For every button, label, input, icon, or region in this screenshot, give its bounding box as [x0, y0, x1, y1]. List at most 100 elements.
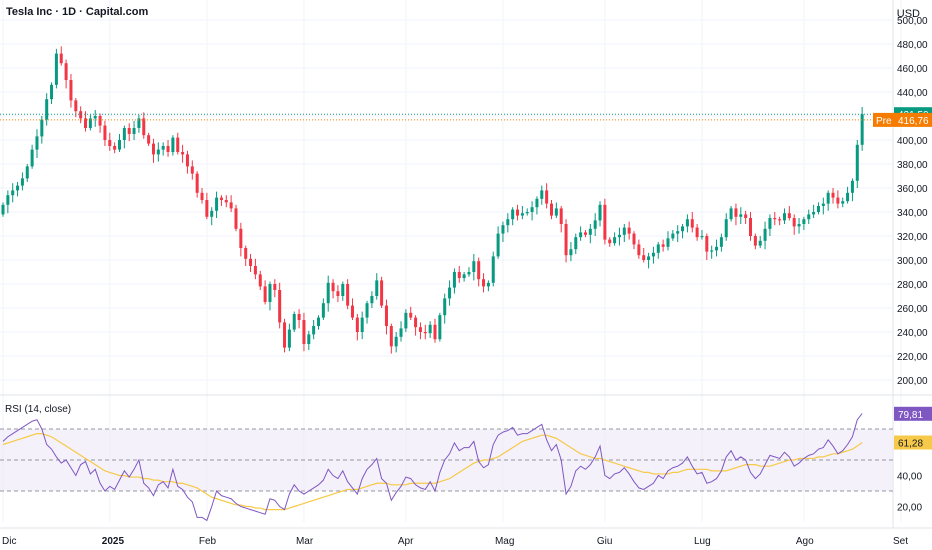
time-tick-label: Feb [199, 536, 217, 547]
candle-body [380, 280, 384, 306]
candle-body [516, 209, 520, 216]
price-tick-label: 220,00 [897, 352, 928, 363]
time-tick-label: Ago [796, 536, 814, 547]
candle-body [283, 322, 287, 348]
candle-body [394, 336, 398, 347]
candle-body [690, 219, 694, 228]
candle-body [477, 261, 481, 280]
rsi-indicator-label[interactable]: RSI (14, close) [5, 404, 72, 415]
candle-body [54, 53, 58, 85]
price-tick-label: 200,00 [897, 376, 928, 387]
candle-body [676, 231, 680, 234]
candle-body [715, 246, 719, 251]
time-axis: Dic 2025 Feb Mar Apr Mag Giu Lug Ago Set [0, 527, 932, 547]
candle-body [404, 312, 408, 329]
candle-body [181, 152, 185, 155]
price-tick-label: 320,00 [897, 232, 928, 243]
candle-body [69, 80, 73, 101]
time-tick-label: Set [893, 536, 908, 547]
candle-body [108, 140, 112, 146]
candle-body [671, 233, 675, 239]
candle-body [50, 84, 54, 100]
rsi-value-badge [894, 406, 932, 421]
candle-body [462, 274, 466, 278]
candles [1, 46, 864, 354]
candle-body [40, 119, 44, 137]
candle-body [749, 218, 753, 236]
candle-body [336, 291, 340, 296]
candle-body [215, 197, 219, 211]
price-tick-label: 460,00 [897, 64, 928, 75]
candle-body [661, 244, 665, 247]
candle-body [253, 266, 257, 275]
candle-body [739, 214, 743, 217]
candle-body [317, 317, 321, 326]
price-tick-label: 260,00 [897, 304, 928, 315]
price-tick-label: 500,00 [897, 16, 928, 27]
candle-body [535, 198, 539, 208]
price-badges: 421,50Pre416,76 [0, 107, 932, 127]
time-tick-label: Mag [495, 536, 514, 547]
candle-body [360, 317, 364, 332]
rsi-tick-label: 20,00 [897, 503, 922, 514]
candle-body [200, 192, 204, 200]
candle-body [443, 298, 447, 316]
candle-body [341, 284, 345, 296]
candle-body [666, 238, 670, 247]
candle-body [127, 128, 131, 134]
candle-body [549, 203, 553, 216]
candle-body [389, 326, 393, 347]
time-tick-label: Lug [694, 536, 711, 547]
price-badge-label: 416,76 [898, 116, 929, 127]
candle-body [428, 324, 432, 334]
candle-body [224, 200, 228, 203]
candle-body [744, 214, 748, 218]
candle-body [59, 53, 63, 64]
rsi-line [2, 413, 863, 522]
candle-body [734, 208, 738, 217]
candle-body [35, 136, 39, 150]
candle-body [370, 296, 374, 304]
candle-body [278, 290, 282, 323]
candle-body [530, 207, 534, 212]
candle-body [438, 315, 442, 340]
candle-body [758, 240, 762, 246]
candle-body [564, 224, 568, 256]
candle-body [656, 244, 660, 253]
candle-body [263, 286, 267, 302]
candle-body [350, 305, 354, 318]
candle-body [802, 219, 806, 224]
candle-body [307, 334, 311, 344]
price-tick-label: 360,00 [897, 184, 928, 195]
candle-body [608, 239, 612, 244]
candle-body [302, 320, 306, 344]
candle-body [156, 149, 160, 155]
candle-body [472, 261, 476, 272]
candle-body [122, 128, 126, 140]
candle-body [244, 248, 248, 259]
candle-body [860, 114, 864, 145]
candle-body [753, 236, 757, 246]
candle-body [583, 232, 587, 235]
pre-market-badge [873, 112, 895, 127]
price-tick-label: 280,00 [897, 280, 928, 291]
candle-body [627, 227, 631, 234]
rsi-panel: 40,00 20,00 79,81 61,28 [0, 406, 932, 522]
candle-body [195, 173, 199, 193]
candle-body [161, 146, 165, 150]
candle-body [268, 284, 272, 302]
candle-body [234, 208, 238, 229]
candle-body [846, 192, 850, 202]
candle-body [423, 332, 427, 334]
candle-body [588, 228, 592, 235]
candle-body [710, 250, 714, 252]
time-tick-label: Mar [296, 536, 314, 547]
candle-body [273, 284, 277, 290]
candle-body [210, 210, 214, 217]
candle-body [520, 213, 524, 216]
candle-body [763, 228, 767, 241]
candle-body [132, 128, 136, 134]
currency-label: USD [896, 8, 920, 20]
candle-body [598, 204, 602, 221]
